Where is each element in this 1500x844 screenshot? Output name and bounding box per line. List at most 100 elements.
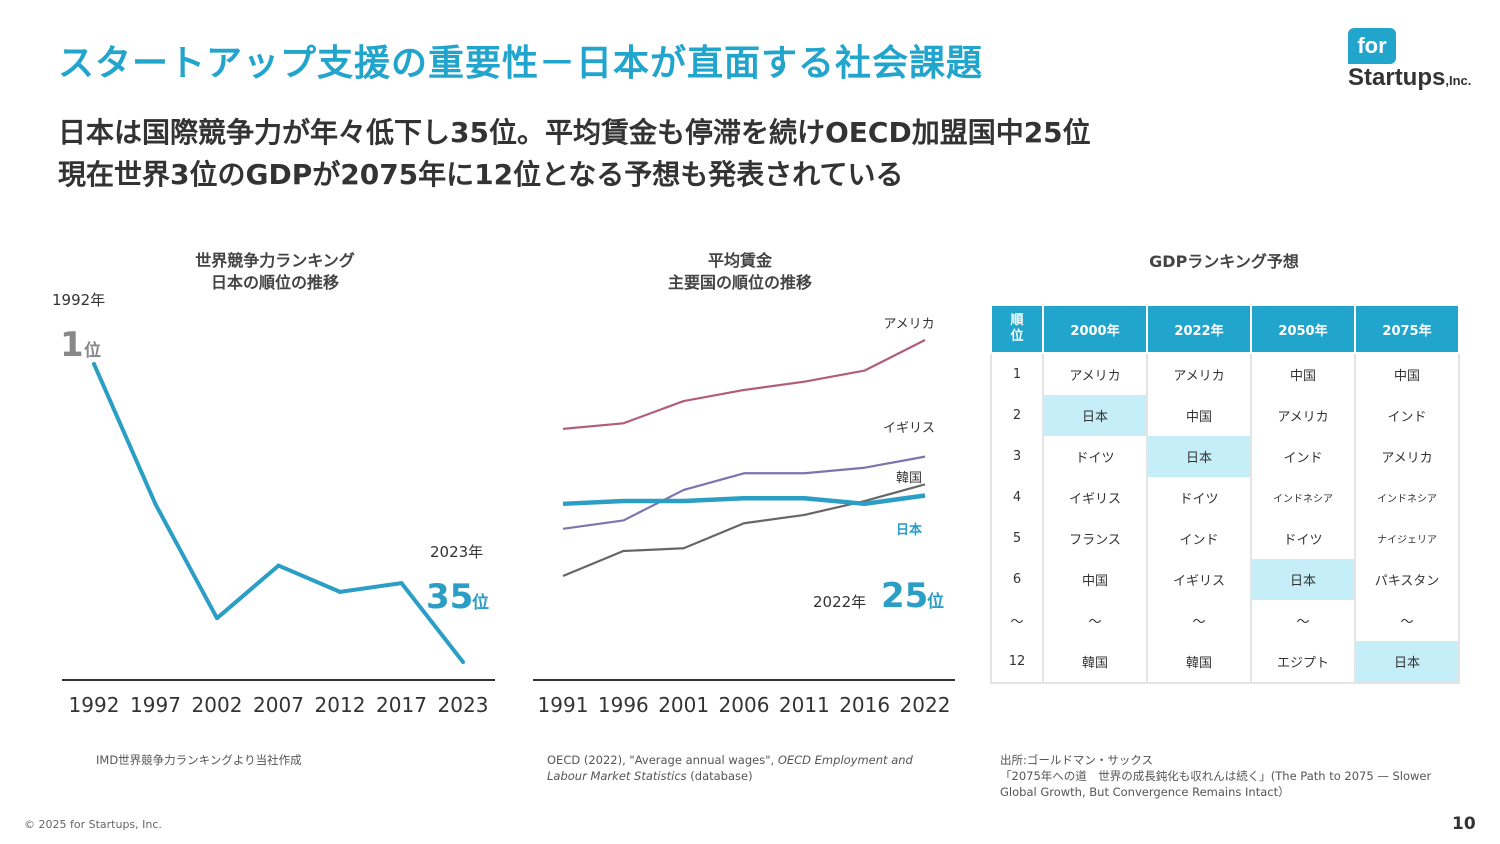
- logo-mark: for: [1348, 28, 1396, 64]
- subtitle: 日本は国際競争力が年々低下し35位。平均賃金も停滞を続けOECD加盟国中25位 …: [58, 112, 1091, 196]
- table-row: 2 日本 中国 アメリカ インド: [990, 395, 1460, 436]
- table-cell: ナイジェリア: [1355, 518, 1460, 559]
- table-header-rank: 順位: [990, 304, 1044, 354]
- chart1-data-point: [399, 581, 404, 586]
- table-cell: パキスタン: [1355, 559, 1460, 600]
- table-cell: 中国: [1355, 353, 1460, 395]
- chart1-series-line: [92, 363, 465, 664]
- chart2-series-label: イギリス: [883, 421, 935, 436]
- chart2-series-line: [562, 455, 926, 530]
- table-cell: エジプト: [1251, 641, 1356, 684]
- table-cell: ～: [1043, 600, 1148, 641]
- table-cell: ドイツ: [1251, 518, 1356, 559]
- table-row: 3 ドイツ 日本 インド アメリカ: [990, 436, 1460, 477]
- chart1-x-tick-label: 2007: [253, 693, 304, 717]
- chart1-x-tick-label: 1992: [69, 693, 120, 717]
- logo-wordmark: Startups,Inc.: [1348, 64, 1471, 92]
- chart1-x-tick-label: 1997: [130, 693, 181, 717]
- chart1-data-point: [461, 660, 465, 664]
- table-cell: イギリス: [1043, 477, 1148, 518]
- table-cell: 12: [990, 641, 1044, 684]
- table-row: ～ ～ ～ ～ ～: [990, 600, 1460, 641]
- chart2-end-rank: 25: [881, 576, 928, 616]
- table-row: 4 イギリス ドイツ インドネシア インドネシア: [990, 477, 1460, 518]
- chart2-series-line: [562, 339, 926, 430]
- table-cell: 中国: [1251, 353, 1356, 395]
- chart2-series-label: 日本: [896, 522, 922, 538]
- chart2-series-label: アメリカ: [883, 317, 934, 332]
- chart2-series-label: 韓国: [896, 471, 922, 486]
- chart2-x-tick-label: 2006: [719, 693, 770, 717]
- table-cell: ～: [1355, 600, 1460, 641]
- chart1-x-tick-label: 2012: [315, 693, 366, 717]
- chart1-start-rank-suffix: 位: [84, 340, 101, 361]
- table-cell: インドネシア: [1251, 477, 1356, 518]
- chart2-title-line1: 平均賃金: [707, 251, 772, 270]
- source-middle-c: (database): [686, 769, 753, 783]
- table-cell: 韓国: [1147, 641, 1252, 684]
- chart1-data-point: [215, 616, 219, 621]
- source-middle-b: OECD Employment and Labour Market Statis…: [547, 753, 913, 783]
- table-header-2022: 2022年: [1146, 304, 1252, 354]
- chart1-start-year: 1992年: [52, 291, 105, 309]
- chart1-end-year: 2023年: [430, 543, 483, 561]
- table-header-2000: 2000年: [1042, 304, 1148, 354]
- gdp-ranking-table: 順位 2000年 2022年 2050年 2075年 1 アメリカ アメリカ 中…: [990, 304, 1460, 684]
- chart2-end-year: 2022年: [813, 593, 866, 611]
- chart2-series-line: [562, 493, 926, 507]
- chart1-x-tick-label: 2002: [192, 693, 243, 717]
- table-cell: ～: [1147, 600, 1252, 641]
- chart2-x-tick-label: 2016: [839, 693, 890, 717]
- table-row: 6 中国 イギリス 日本 パキスタン: [990, 559, 1460, 600]
- chart2-x-tick-label: 1996: [598, 693, 649, 717]
- chart1-title-line2: 日本の順位の推移: [210, 273, 339, 292]
- table-cell: 中国: [1043, 559, 1148, 600]
- subtitle-line-1: 日本は国際競争力が年々低下し35位。平均賃金も停滞を続けOECD加盟国中25位: [58, 116, 1091, 149]
- table-header-row: 順位 2000年 2022年 2050年 2075年: [990, 304, 1460, 354]
- table-cell: 韓国: [1043, 641, 1148, 684]
- table-cell: インド: [1355, 395, 1460, 436]
- table-cell: 中国: [1147, 395, 1252, 436]
- table-cell: 5: [990, 518, 1044, 559]
- table-cell: インド: [1251, 436, 1356, 477]
- chart2-series-line: [562, 483, 926, 578]
- table-cell: 1: [990, 353, 1044, 395]
- table-cell: アメリカ: [1043, 353, 1148, 395]
- table-row: 5 フランス インド ドイツ ナイジェリア: [990, 518, 1460, 559]
- average-wage-chart: 1991 1996 2001 2006 2011 2016 2022 アメリカイギリス韓国日本…: [533, 317, 955, 717]
- subtitle-line-2: 現在世界3位のGDPが2075年に12位となる予想も発表されている: [58, 158, 904, 191]
- chart2-end-rank-suffix: 位: [927, 591, 944, 612]
- chart1-data-point: [338, 589, 342, 594]
- source-right-2: 「2075年への道 世界の成長鈍化も収れんは続く」(The Path to 20…: [1000, 769, 1432, 799]
- chart1-x-tick-label: 2017: [376, 693, 427, 717]
- table-cell: 4: [990, 477, 1044, 518]
- chart1-data-point: [153, 502, 158, 507]
- table-cell: ～: [1251, 600, 1356, 641]
- table-cell: フランス: [1043, 518, 1148, 559]
- company-logo: for Startups,Inc.: [1346, 26, 1476, 96]
- table-cell: 6: [990, 559, 1044, 600]
- table-cell: イギリス: [1147, 559, 1252, 600]
- source-middle: OECD (2022), "Average annual wages", OEC…: [547, 752, 947, 784]
- source-middle-a: OECD (2022), "Average annual wages",: [547, 753, 778, 767]
- table-cell: インドネシア: [1355, 477, 1460, 518]
- chart1-end-rank-suffix: 位: [472, 592, 489, 613]
- chart1-title: 世界競争力ランキング 日本の順位の推移: [160, 250, 390, 294]
- copyright: © 2025 for Startups, Inc.: [24, 818, 162, 831]
- table-cell-japan: 日本: [1251, 559, 1356, 600]
- chart2-x-tick-label: 1991: [538, 693, 589, 717]
- table-cell: ドイツ: [1147, 477, 1252, 518]
- table-row: 12 韓国 韓国 エジプト 日本: [990, 641, 1460, 684]
- source-right: 出所:ゴールドマン・サックス 「2075年への道 世界の成長鈍化も収れんは続く」…: [1000, 752, 1440, 800]
- table-cell: ～: [990, 600, 1044, 641]
- table-cell: アメリカ: [1251, 395, 1356, 436]
- chart2-x-tick-label: 2022: [900, 693, 951, 717]
- table-cell: インド: [1147, 518, 1252, 559]
- source-left: IMD世界競争力ランキングより当社作成: [96, 753, 302, 767]
- table-row: 1 アメリカ アメリカ 中国 中国: [990, 353, 1460, 395]
- table-header-2075: 2075年: [1354, 304, 1460, 354]
- chart1-title-line1: 世界競争力ランキング: [195, 251, 355, 270]
- logo-word: Startups: [1348, 64, 1446, 91]
- table-cell: アメリカ: [1147, 353, 1252, 395]
- table-cell-japan: 日本: [1043, 395, 1148, 436]
